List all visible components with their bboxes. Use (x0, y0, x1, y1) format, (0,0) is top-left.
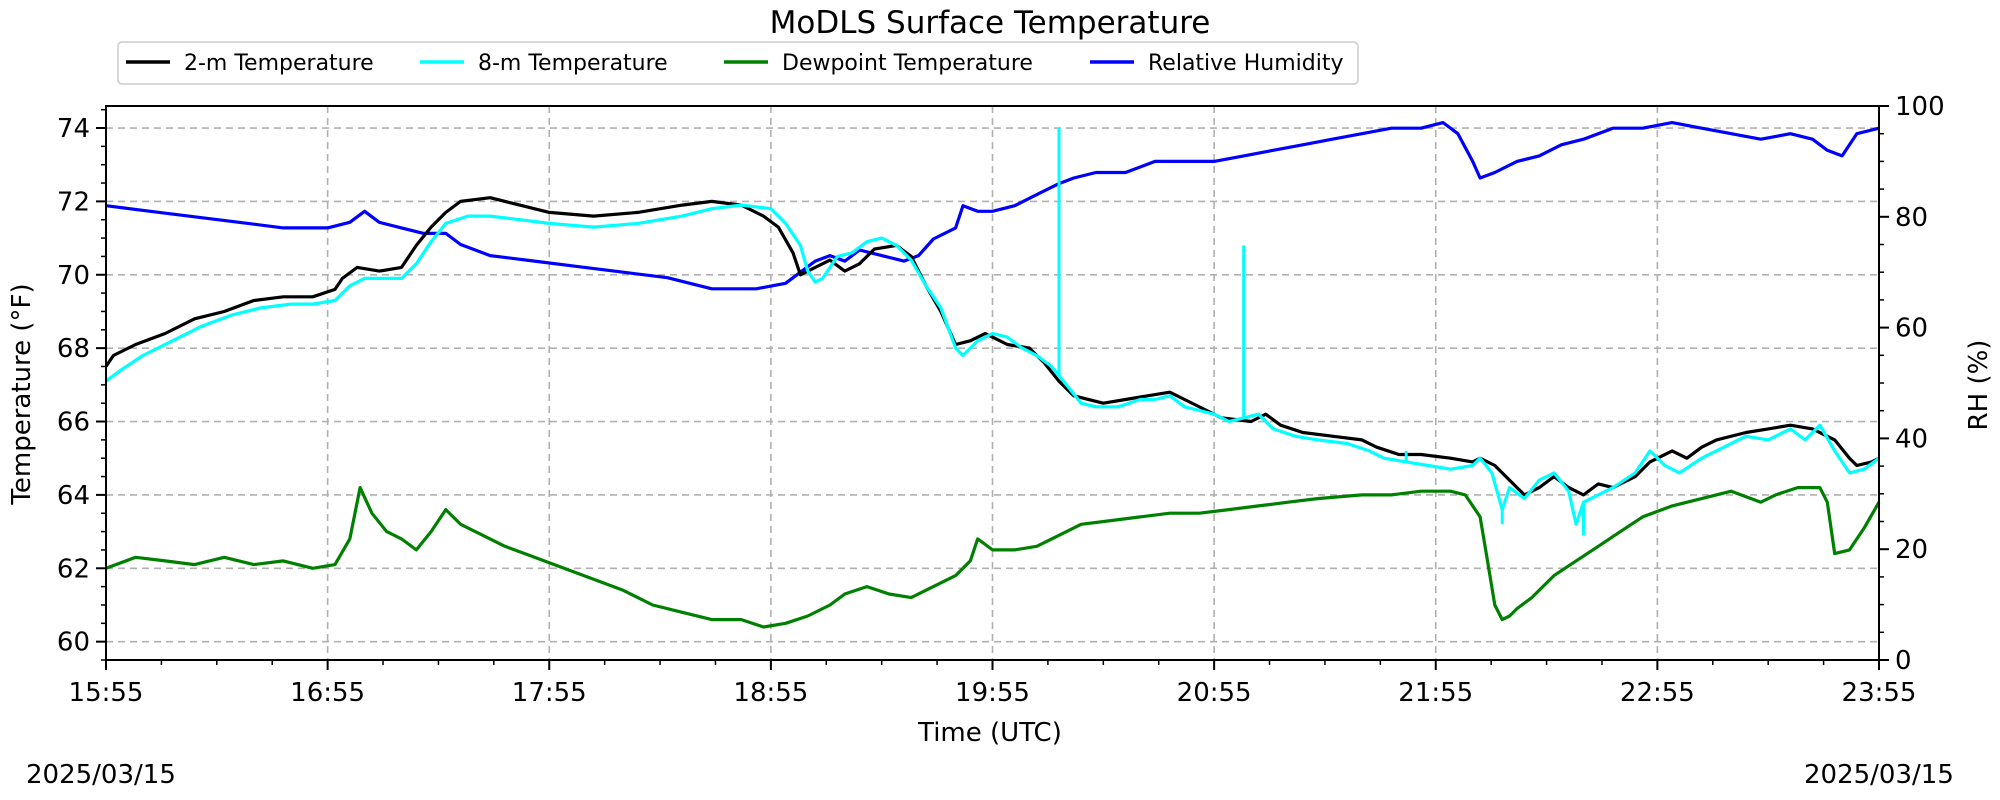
y-tick-label: 60 (57, 628, 90, 658)
x-tick-label: 16:55 (290, 678, 365, 708)
y-tick-label: 66 (57, 408, 90, 438)
x-tick-label: 20:55 (1177, 678, 1252, 708)
y-axis-ticks: 60 62 64 66 68 70 72 74 (57, 108, 106, 661)
y2-tick-label: 20 (1895, 535, 1928, 565)
legend-label: 8-m Temperature (478, 51, 668, 76)
gridlines (105, 106, 1880, 660)
x-axis-label: Time (UTC) (917, 718, 1062, 748)
y-tick-label: 68 (57, 334, 90, 364)
y2-tick-label: 100 (1895, 92, 1945, 122)
y2-tick-label: 0 (1895, 646, 1912, 676)
legend-label: Dewpoint Temperature (782, 51, 1033, 76)
y2-tick-label: 60 (1895, 314, 1928, 344)
series-line-8-m-temperature (105, 203, 1880, 526)
x-tick-label: 23:55 (1842, 678, 1917, 708)
plot-series (104, 121, 1881, 629)
y-axis-label: Temperature (°F) (7, 283, 37, 505)
y-tick-label: 72 (57, 187, 90, 217)
y2-tick-label: 40 (1895, 424, 1928, 454)
y-tick-label: 62 (57, 554, 90, 584)
series-line-dewpoint-temperature (105, 486, 1881, 629)
chart-title: MoDLS Surface Temperature (770, 5, 1211, 41)
legend-label: 2-m Temperature (184, 51, 374, 76)
y2-tick-label: 80 (1895, 203, 1928, 233)
date-left: 2025/03/15 (26, 760, 176, 790)
date-right: 2025/03/15 (1804, 760, 1954, 790)
x-tick-label: 19:55 (955, 678, 1030, 708)
y-tick-label: 64 (57, 481, 90, 511)
x-axis-ticks: 15:55 16:55 17:55 18:55 19:55 20:55 21:55 22:55… (69, 660, 1917, 708)
x-tick-label: 18:55 (733, 678, 808, 708)
x-tick-label: 21:55 (1398, 678, 1473, 708)
y-tick-label: 70 (57, 261, 90, 291)
x-tick-label: 15:55 (69, 678, 144, 708)
legend-label: Relative Humidity (1148, 51, 1343, 76)
x-tick-label: 17:55 (512, 678, 587, 708)
x-tick-label: 22:55 (1620, 678, 1695, 708)
y-tick-label: 74 (57, 114, 90, 144)
series-line-relative-humidity (105, 121, 1880, 291)
y2-axis-label: RH (%) (1964, 340, 1994, 431)
legend: 2-m Temperature 8-m Temperature Dewpoint T… (117, 41, 1359, 85)
y2-axis-ticks: 0 20 40 60 80 100 (1879, 92, 1945, 676)
